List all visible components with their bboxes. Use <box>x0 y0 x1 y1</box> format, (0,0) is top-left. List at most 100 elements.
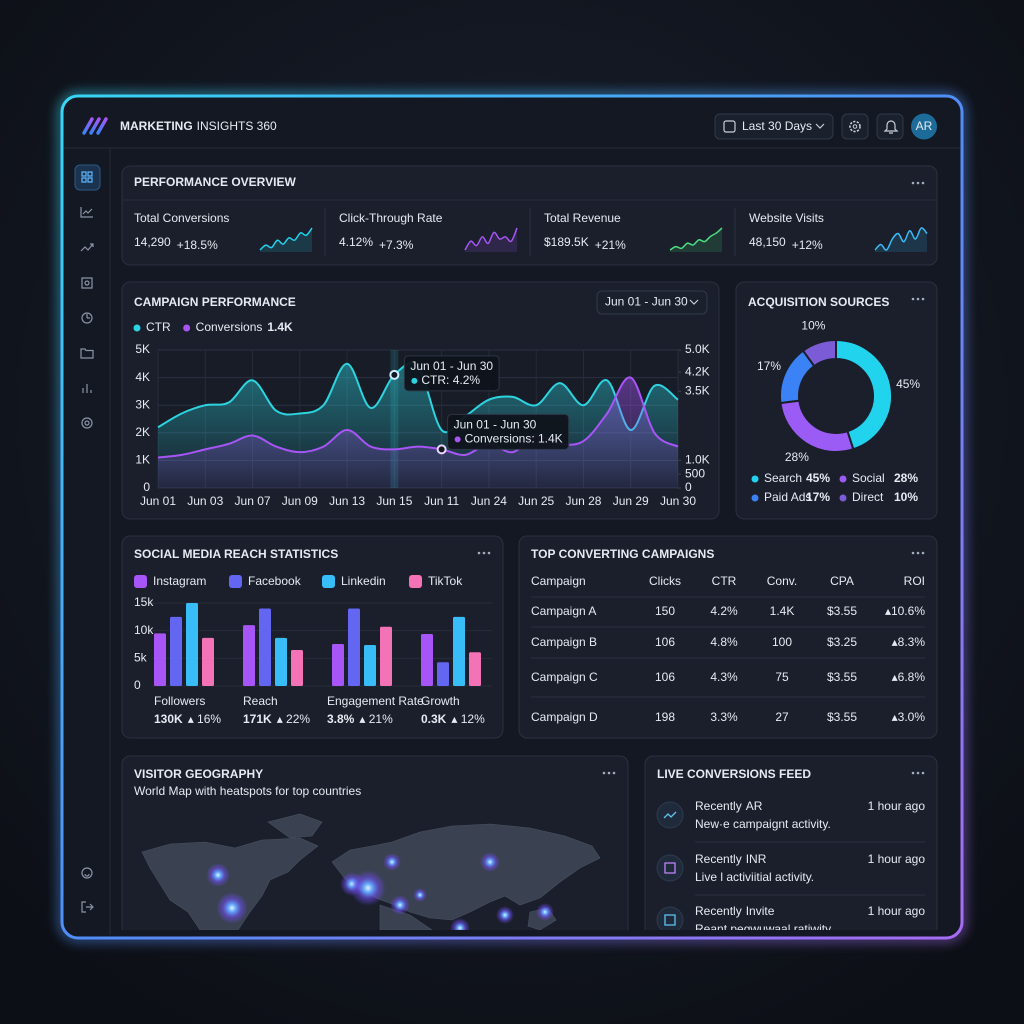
table-cell: 4.3% <box>710 670 738 684</box>
feed-text: Live l activiitial activity. <box>695 870 814 884</box>
panel-menu[interactable] <box>911 551 925 555</box>
logo-stroke <box>96 117 108 135</box>
legend-swatch <box>751 494 759 502</box>
kpi-value: 4.12% <box>339 235 373 249</box>
table-cell: 106 <box>655 670 675 684</box>
legend-item: Conversions 1.4K <box>183 320 293 334</box>
sidebar-nav-icon[interactable] <box>81 901 94 913</box>
chevron-icon <box>689 299 699 305</box>
chevron-icon <box>815 123 825 129</box>
kpi-value: 14,290 <box>134 235 171 249</box>
campaign-date-selector[interactable]: Jun 01 - Jun 30 <box>596 290 708 315</box>
panel-bg <box>518 535 938 739</box>
table-cell: 150 <box>655 604 675 618</box>
table-cell: 27 <box>775 710 789 724</box>
logo-stroke <box>89 117 101 135</box>
legend-value: 45% <box>806 471 830 485</box>
feed-icon <box>664 914 676 926</box>
panel-title: PERFORMANCE OVERVIEW <box>134 175 296 189</box>
panel-menu[interactable] <box>911 297 925 301</box>
stat-change: ▴ 22% <box>277 712 311 726</box>
gear-core <box>852 124 858 129</box>
y-tick-label: 15k <box>134 595 154 609</box>
stat-value: 130K <box>154 712 183 726</box>
avatar-initials: AR <box>916 119 933 133</box>
sparkline <box>669 227 723 251</box>
bar <box>332 643 344 686</box>
legend-value: 1.4K <box>267 320 293 334</box>
kpi-label: Total Revenue <box>544 211 621 225</box>
table-cell: ▴8.3% <box>892 635 926 649</box>
sidebar-nav-icon[interactable] <box>81 277 93 289</box>
kpi-card: Total Conversions 14,290 +18.5% <box>134 211 313 252</box>
donut-value-label: 45% <box>896 377 920 391</box>
table-header: Campaign <box>531 574 586 588</box>
table-cell: ▴6.8% <box>892 670 926 684</box>
map-landmass <box>141 837 319 930</box>
panel-menu[interactable] <box>911 771 925 775</box>
legend-label: Facebook <box>248 574 302 588</box>
date-range-button[interactable]: Last 30 Days <box>714 113 834 140</box>
brand-accent: INSIGHTS 360 <box>197 119 277 133</box>
menu-dot <box>602 771 606 775</box>
sparkline <box>259 227 313 251</box>
x-tick-label: Jun 24 <box>471 494 507 508</box>
feed-item: Recently AR 1 hour ago New·e campaignt acti… <box>656 799 925 843</box>
bar <box>154 633 166 686</box>
panel-menu[interactable] <box>477 551 491 555</box>
sidebar-nav-icon[interactable] <box>81 312 93 324</box>
sidebar-nav-icon[interactable] <box>80 243 94 252</box>
brand-logo <box>82 117 108 135</box>
notifications-button[interactable] <box>876 113 904 140</box>
panel-menu[interactable] <box>602 771 616 775</box>
sidebar-nav-icon[interactable] <box>80 207 93 218</box>
legend-swatch <box>839 475 847 483</box>
tooltip-bg <box>447 413 570 450</box>
live-feed-panel: LIVE CONVERSIONS FEED Recently AR 1 hour ag… <box>644 755 938 930</box>
x-tick-label: Engagement Rate <box>327 694 424 708</box>
menu-dot <box>916 771 920 775</box>
sparkline-area <box>875 227 927 252</box>
y2-tick-label: 0 <box>685 480 692 494</box>
y-tick-label: 5k <box>134 651 148 665</box>
sidebar-nav-icon[interactable] <box>82 384 92 393</box>
panel-subtitle: World Map with heatspots for top countri… <box>134 784 361 798</box>
y2-tick-label: 1.0K <box>685 453 710 467</box>
tooltip-swatch <box>411 377 418 384</box>
feed-icon <box>663 811 677 819</box>
menu-dot <box>921 297 925 301</box>
settings-button[interactable] <box>841 113 869 140</box>
table-header: Clicks <box>649 574 681 588</box>
series-line <box>157 376 679 459</box>
donut-value-label: 28% <box>785 450 809 464</box>
menu-dot <box>911 771 915 775</box>
feed-item: Recently INR 1 hour ago Live l activiitial … <box>656 852 925 896</box>
y2-tick-label: 500 <box>685 466 705 480</box>
table-cell: Campaign D <box>531 710 598 724</box>
y-tick-label: 0 <box>134 678 141 692</box>
logo-stroke <box>82 117 94 135</box>
sidebar-nav-icon[interactable] <box>81 417 93 429</box>
legend-item: Facebook <box>229 574 302 588</box>
feed-icon-bg <box>656 854 684 882</box>
legend-label: Search <box>764 471 802 485</box>
sparkline-area <box>465 228 517 252</box>
kpi-change: +12% <box>792 238 823 252</box>
sidebar-nav-icon[interactable] <box>81 867 93 879</box>
bar <box>364 645 376 686</box>
series-area <box>158 377 678 488</box>
map-hotspot <box>206 863 230 887</box>
map-hotspot <box>450 918 470 930</box>
x-tick-label: Jun 07 <box>235 494 271 508</box>
top-campaigns-panel: TOP CONVERTING CAMPAIGNS Campaign Clicks CT… <box>518 535 938 739</box>
panel-menu[interactable] <box>911 181 925 185</box>
avatar-button[interactable]: AR <box>911 113 937 140</box>
sidebar-nav-icon[interactable] <box>74 164 101 191</box>
sidebar-nav-icon[interactable] <box>80 348 94 359</box>
feed-highlight: INR <box>746 852 767 866</box>
table-cell: $3.25 <box>827 635 857 649</box>
table-cell: $3.55 <box>827 604 857 618</box>
hover-marker <box>436 444 447 455</box>
tooltip-title: Jun 01 - Jun 30 <box>410 359 493 373</box>
